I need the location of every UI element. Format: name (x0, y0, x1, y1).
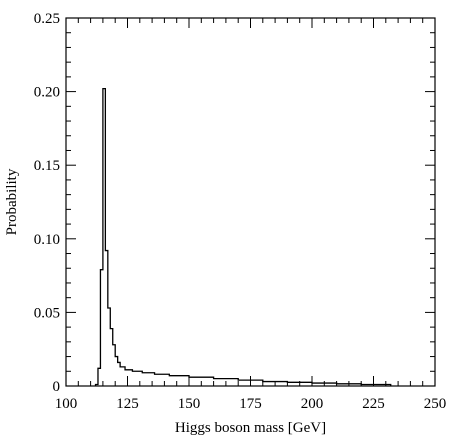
x-axis-title: Higgs boson mass [GeV] (175, 420, 326, 436)
x-tick-label: 200 (301, 396, 324, 412)
histogram-outline (94, 88, 392, 386)
x-tick-label: 125 (116, 396, 139, 412)
y-tick-label: 0.15 (34, 158, 60, 174)
y-tick-label: 0.05 (34, 305, 60, 321)
histogram-bin (132, 371, 142, 386)
x-tick-label: 250 (424, 396, 447, 412)
x-tick-label: 225 (362, 396, 385, 412)
y-axis-title: Probability (4, 168, 20, 235)
x-tick-labels: 100 125 150 175 200 225 250 (55, 396, 447, 412)
y-tick-labels: 0 0.05 0.10 0.15 0.20 0.25 (34, 11, 60, 395)
histogram-bin (142, 373, 154, 386)
histogram-bin (169, 376, 189, 386)
histogram-bin (125, 370, 132, 386)
axis-ticks (65, 17, 436, 387)
plot-frame (65, 17, 436, 387)
y-tick-label: 0.20 (34, 85, 60, 101)
y-tick-label: 0.25 (34, 11, 60, 27)
y-tick-label: 0.10 (34, 232, 60, 248)
histogram-bin (120, 367, 125, 386)
histogram-series (94, 88, 392, 386)
x-tick-label: 175 (239, 396, 262, 412)
y-tick-label: 0 (53, 379, 61, 395)
histogram-bin (155, 374, 170, 386)
x-tick-label: 100 (55, 396, 78, 412)
x-tick-label: 150 (178, 396, 201, 412)
